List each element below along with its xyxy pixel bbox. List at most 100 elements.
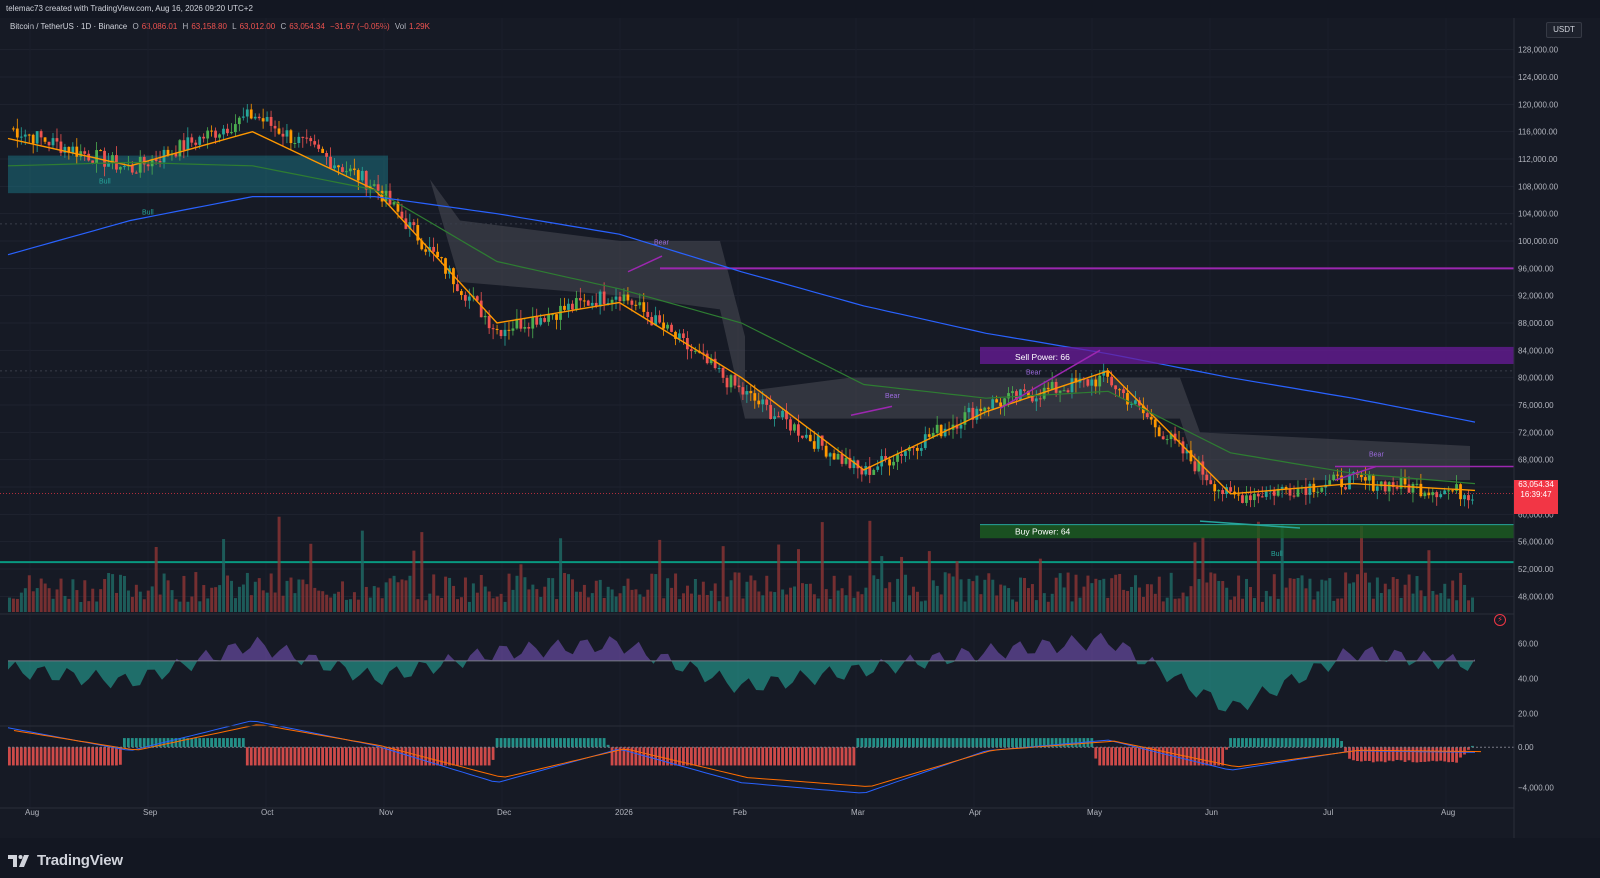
volume-bar <box>27 575 31 612</box>
volume-bar <box>586 597 590 612</box>
macd-histogram-bar <box>1328 738 1332 748</box>
macd-histogram-bar <box>1157 747 1161 766</box>
bear-label: Bear <box>654 239 669 246</box>
macd-histogram-bar <box>1324 738 1328 748</box>
macd-histogram-bar <box>317 747 321 766</box>
volume-bar <box>364 586 368 612</box>
candle-body <box>638 302 642 306</box>
candle-body <box>1348 474 1351 490</box>
low-value: 63,012.00 <box>239 22 276 31</box>
macd-histogram-bar <box>919 738 923 748</box>
candle-body <box>388 190 392 205</box>
macd-histogram-bar <box>971 738 975 748</box>
volume-bar <box>1130 586 1134 612</box>
macd-histogram-bar <box>265 747 269 766</box>
candle-body <box>999 402 1002 407</box>
time-axis-label: Sep <box>143 808 158 817</box>
macd-histogram-bar <box>1026 738 1030 748</box>
volume-bar <box>908 595 911 612</box>
macd-histogram-bar <box>436 747 439 766</box>
macd-histogram-bar <box>832 747 836 766</box>
candle-body <box>1375 486 1379 491</box>
volume-bar <box>507 573 511 612</box>
volume-bar <box>107 573 111 612</box>
macd-histogram-bar <box>1375 747 1379 762</box>
candle-body <box>1280 487 1284 489</box>
candle-body <box>130 165 134 173</box>
volume-bar <box>1443 583 1447 612</box>
candle-body <box>1459 484 1462 500</box>
macd-histogram-bar <box>182 738 186 748</box>
candle-body <box>281 133 285 137</box>
macd-histogram-bar <box>543 738 547 748</box>
candle-body <box>563 305 566 310</box>
macd-histogram-bar <box>594 738 598 748</box>
volume-bar <box>713 583 717 612</box>
volume-bar <box>198 601 202 612</box>
macd-histogram-bar <box>939 738 943 748</box>
macd-histogram-bar <box>749 747 753 766</box>
candle-body <box>95 150 99 164</box>
macd-histogram-bar <box>55 747 59 766</box>
macd-histogram-bar <box>1260 738 1264 748</box>
horizontal-levels <box>0 223 1514 564</box>
macd-histogram-bar <box>1312 738 1316 748</box>
currency-button[interactable]: USDT <box>1546 22 1582 38</box>
volume-bar <box>95 601 99 612</box>
candle-body <box>1201 461 1205 475</box>
candle-body <box>793 424 796 431</box>
candle-body <box>662 322 665 329</box>
volume-bar <box>459 597 463 612</box>
candle-body <box>919 448 923 451</box>
volume-bar <box>761 595 765 612</box>
volume-bar <box>741 598 745 612</box>
lightning-icon[interactable]: ⚡ <box>1494 614 1506 626</box>
candle-body <box>1241 495 1244 503</box>
volume-bar <box>190 596 194 612</box>
volume-bar <box>642 596 646 612</box>
candle-body <box>892 461 895 466</box>
macd-histogram-bar <box>662 747 665 766</box>
macd-histogram-bar <box>1054 738 1058 748</box>
candle-body <box>507 329 511 331</box>
last-price: 63,054.34 <box>1518 480 1554 489</box>
candle-body <box>1094 379 1098 387</box>
tradingview-logo-icon <box>8 854 29 867</box>
tradingview-brand[interactable]: TradingView <box>8 852 123 869</box>
time-axis-label: May <box>1087 808 1102 817</box>
volume-bar <box>325 594 329 612</box>
macd-histogram-bar <box>1181 747 1185 766</box>
macd-histogram-bar <box>610 747 614 766</box>
symbol-title[interactable]: Bitcoin / TetherUS · 1D · Binance <box>10 22 128 31</box>
macd-histogram-bar <box>142 738 146 748</box>
candle-body <box>705 353 709 364</box>
volume-bar <box>87 601 91 612</box>
volume-bar <box>1340 598 1344 612</box>
macd-histogram-bar <box>943 738 947 748</box>
macd-histogram-bar <box>309 747 313 766</box>
macd-histogram-bar <box>567 738 570 748</box>
candle-body <box>955 424 959 429</box>
volume-value: 1.29K <box>409 22 430 31</box>
volume-bar <box>166 580 170 612</box>
macd-histogram-bar <box>186 738 190 748</box>
volume-bar <box>797 549 800 612</box>
candle-body <box>733 375 737 386</box>
macd-histogram-bar <box>289 747 293 766</box>
macd-histogram-bar <box>563 738 566 748</box>
candle-body <box>499 330 503 337</box>
volume-bar <box>852 597 856 612</box>
macd-histogram-bar <box>590 738 594 748</box>
candle-body <box>1288 489 1292 496</box>
candle-body <box>590 302 594 306</box>
macd-histogram-bar <box>975 738 979 748</box>
candle-body <box>1383 481 1387 492</box>
candle-body <box>1443 490 1447 495</box>
volume-bar <box>1201 537 1205 612</box>
candle-body <box>1363 477 1367 481</box>
candle-body <box>329 156 332 169</box>
volume-bar <box>697 594 701 612</box>
macd-histogram-bar <box>963 738 967 748</box>
macd-histogram-bar <box>1320 738 1324 748</box>
